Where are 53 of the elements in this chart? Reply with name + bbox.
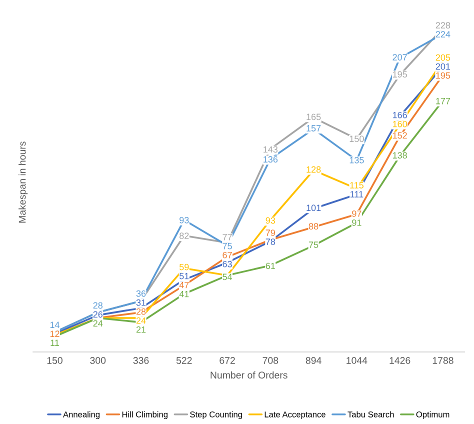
legend-label: Hill Climbing bbox=[122, 411, 168, 420]
data-label: 93 bbox=[266, 217, 276, 224]
x-tick-label: 1426 bbox=[390, 357, 410, 364]
data-label: 136 bbox=[264, 156, 278, 163]
data-label: 75 bbox=[222, 243, 232, 250]
legend-label: Optimum bbox=[416, 411, 450, 420]
data-label: 54 bbox=[222, 274, 232, 280]
x-tick-label: 336 bbox=[133, 357, 149, 364]
data-label: 28 bbox=[93, 302, 103, 309]
data-label: 12 bbox=[50, 330, 60, 337]
data-label: 24 bbox=[136, 317, 146, 324]
data-label: 93 bbox=[180, 216, 189, 224]
data-label: 24 bbox=[93, 320, 103, 327]
data-label: 31 bbox=[136, 299, 146, 306]
data-label: 59 bbox=[179, 264, 189, 270]
data-label: 47 bbox=[179, 282, 189, 288]
data-label: 88 bbox=[308, 223, 318, 230]
data-label: 91 bbox=[352, 219, 362, 226]
legend-label: Annealing bbox=[63, 411, 100, 420]
x-tick-label: 1788 bbox=[432, 357, 454, 364]
data-label: 78 bbox=[266, 238, 276, 245]
x-tick-label: 300 bbox=[90, 357, 106, 364]
legend-label: Late Acceptance bbox=[264, 412, 326, 420]
data-label: 75 bbox=[308, 242, 318, 248]
x-tick-label: 672 bbox=[220, 357, 235, 364]
x-tick-label: 150 bbox=[47, 357, 62, 364]
x-tick-label: 1044 bbox=[346, 357, 368, 364]
data-label: 51 bbox=[179, 272, 189, 280]
data-label: 61 bbox=[266, 262, 275, 270]
data-label: 28 bbox=[136, 308, 146, 315]
data-label: 14 bbox=[50, 322, 60, 328]
data-label: 36 bbox=[136, 290, 146, 297]
data-label: 228 bbox=[436, 22, 450, 29]
x-axis-title: Number of Orders bbox=[210, 371, 288, 379]
data-label: 77 bbox=[222, 234, 232, 240]
x-tick-label: 522 bbox=[176, 357, 192, 364]
data-label: 21 bbox=[136, 326, 146, 333]
x-tick-label: 894 bbox=[306, 357, 322, 364]
data-label: 143 bbox=[264, 146, 278, 153]
data-label: 63 bbox=[222, 260, 232, 268]
data-label: 97 bbox=[352, 210, 362, 217]
legend-label: Step Counting bbox=[190, 411, 242, 420]
y-axis-title: Makespan in hours bbox=[18, 142, 28, 223]
data-label: 205 bbox=[436, 54, 450, 61]
data-label: 26 bbox=[93, 311, 103, 318]
legend-label: Tabu Search bbox=[348, 411, 394, 418]
data-label: 82 bbox=[180, 232, 189, 239]
data-label: 79 bbox=[266, 230, 276, 236]
data-label: 115 bbox=[350, 182, 364, 188]
data-label: 41 bbox=[179, 290, 189, 298]
x-tick-label: 708 bbox=[262, 357, 278, 364]
data-label: 11 bbox=[50, 340, 59, 346]
data-label: 67 bbox=[222, 252, 232, 258]
